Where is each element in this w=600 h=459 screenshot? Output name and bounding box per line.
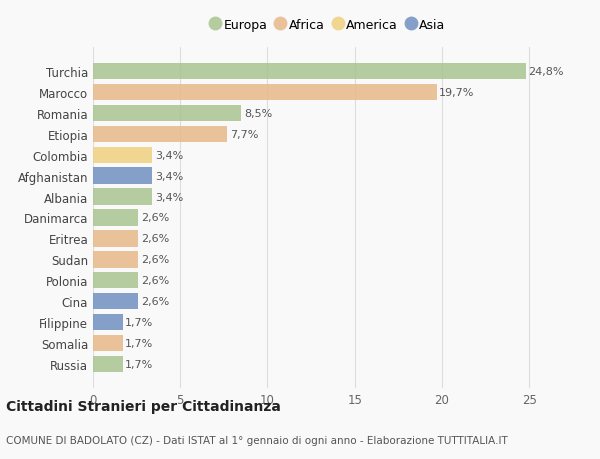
- Bar: [93, 231, 139, 247]
- Bar: [93, 314, 122, 330]
- Bar: [93, 106, 241, 122]
- Bar: [93, 64, 526, 80]
- Text: 1,7%: 1,7%: [125, 359, 154, 369]
- Bar: [93, 84, 437, 101]
- Text: 2,6%: 2,6%: [141, 255, 169, 265]
- Bar: [93, 273, 139, 289]
- Text: 2,6%: 2,6%: [141, 276, 169, 285]
- Text: 24,8%: 24,8%: [528, 67, 564, 77]
- Text: Cittadini Stranieri per Cittadinanza: Cittadini Stranieri per Cittadinanza: [6, 399, 281, 413]
- Legend: Europa, Africa, America, Asia: Europa, Africa, America, Asia: [207, 14, 450, 37]
- Text: 2,6%: 2,6%: [141, 213, 169, 223]
- Bar: [93, 356, 122, 372]
- Text: 1,7%: 1,7%: [125, 338, 154, 348]
- Text: 2,6%: 2,6%: [141, 297, 169, 307]
- Text: 19,7%: 19,7%: [439, 88, 475, 98]
- Bar: [93, 126, 227, 143]
- Text: 2,6%: 2,6%: [141, 234, 169, 244]
- Text: 7,7%: 7,7%: [230, 129, 259, 140]
- Text: 3,4%: 3,4%: [155, 171, 183, 181]
- Bar: [93, 147, 152, 163]
- Text: 3,4%: 3,4%: [155, 192, 183, 202]
- Text: 8,5%: 8,5%: [244, 109, 272, 118]
- Bar: [93, 210, 139, 226]
- Text: 3,4%: 3,4%: [155, 151, 183, 160]
- Bar: [93, 293, 139, 310]
- Text: COMUNE DI BADOLATO (CZ) - Dati ISTAT al 1° gennaio di ogni anno - Elaborazione T: COMUNE DI BADOLATO (CZ) - Dati ISTAT al …: [6, 435, 508, 445]
- Bar: [93, 252, 139, 268]
- Bar: [93, 189, 152, 205]
- Bar: [93, 335, 122, 352]
- Text: 1,7%: 1,7%: [125, 318, 154, 327]
- Bar: [93, 168, 152, 185]
